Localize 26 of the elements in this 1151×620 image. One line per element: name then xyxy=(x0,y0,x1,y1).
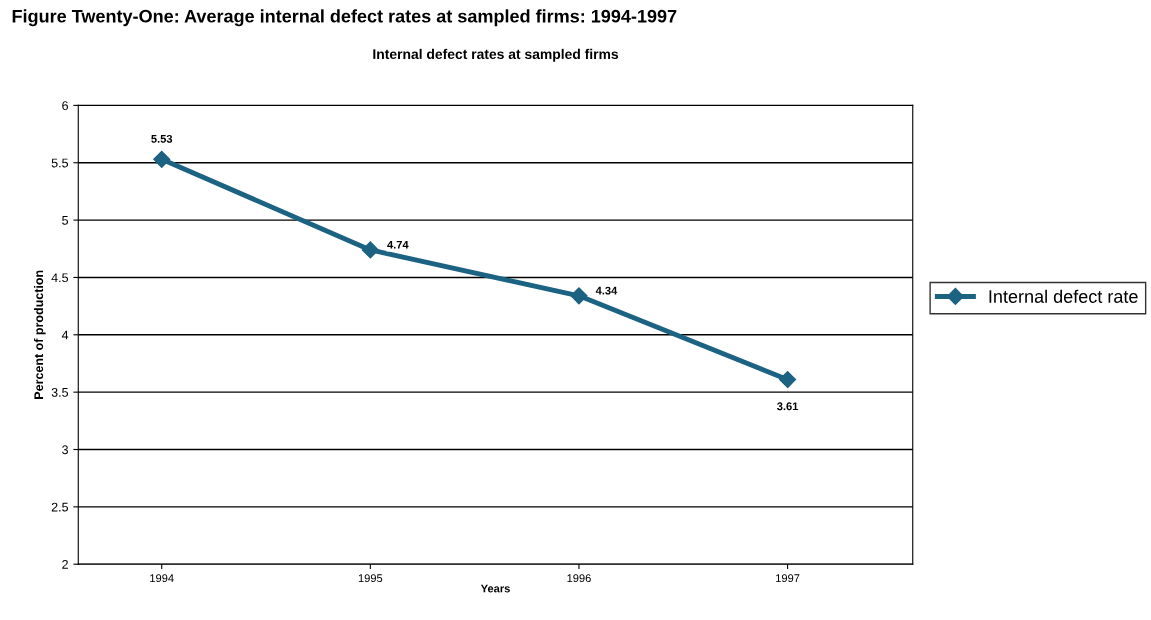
data-label: 4.74 xyxy=(387,240,409,249)
y-tick-label: 5 xyxy=(62,216,69,225)
y-tick-label: 4.5 xyxy=(51,273,69,283)
y-tick-label: 4 xyxy=(61,330,69,340)
x-tick-label: 1996 xyxy=(567,574,591,583)
text: Figure Twenty-One: Average internal defect rates at sampled firms: 1994-1997 xyxy=(12,9,677,27)
x-tick-label: 1994 xyxy=(150,574,174,583)
data-label: 4.34 xyxy=(595,286,618,295)
point xyxy=(779,370,797,389)
x-tick-label: 1997 xyxy=(776,574,800,583)
data-label: 3.61 xyxy=(777,402,799,411)
y-axis-title: Percent of production xyxy=(33,270,46,399)
y-tick-label: 2.5 xyxy=(51,502,69,512)
y-tick-label: 5.5 xyxy=(51,158,69,168)
legend-label: Internal defect rate xyxy=(989,289,1138,303)
point xyxy=(361,241,379,259)
y-tick-label: 3 xyxy=(62,445,68,455)
y-tick-label: 2 xyxy=(62,560,68,569)
y-tick-label: 6 xyxy=(62,101,68,111)
x-tick-label: 1995 xyxy=(358,574,383,583)
point xyxy=(153,150,171,168)
point xyxy=(570,287,588,305)
y-tick-label: 3.5 xyxy=(51,387,69,397)
x-axis-title: Years xyxy=(480,584,510,593)
data-label: 5.53 xyxy=(151,134,173,143)
chart-title: Internal defect rates at sampled firms xyxy=(373,48,619,62)
